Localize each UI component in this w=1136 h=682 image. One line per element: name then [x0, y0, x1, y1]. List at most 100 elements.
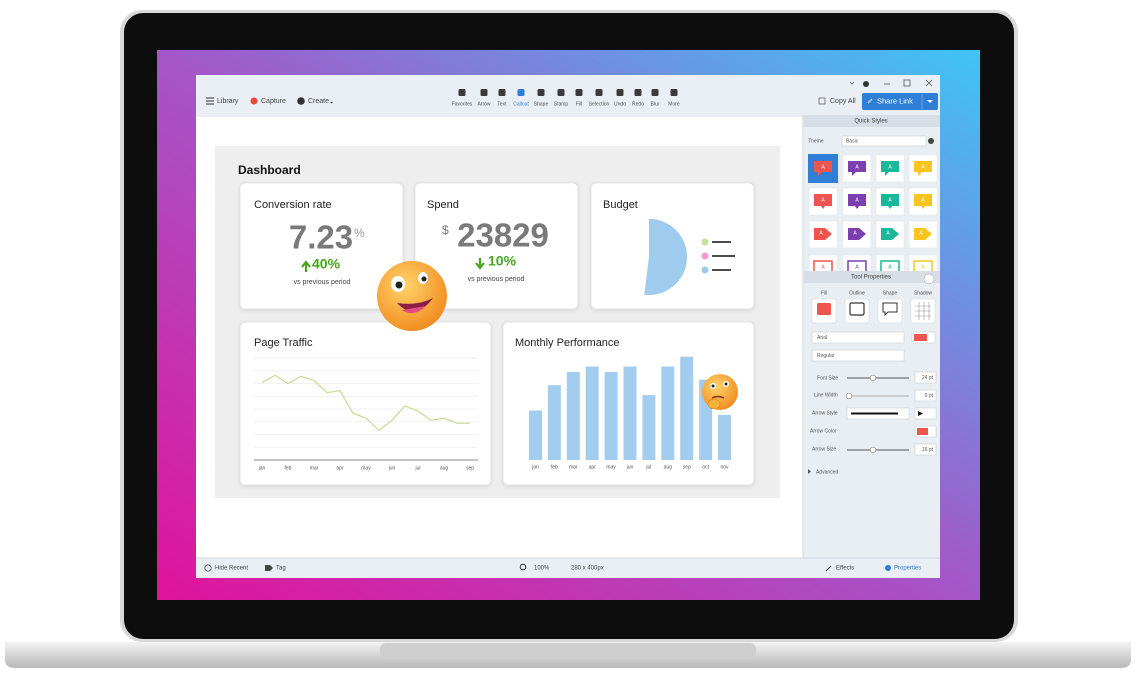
tool-icon[interactable]: [595, 89, 603, 96]
prop-label: Arrow Size: [812, 446, 836, 452]
style-shape: [914, 161, 932, 176]
tab-label[interactable]: Shape: [883, 290, 898, 296]
prop-value[interactable]: 0 pt: [925, 393, 934, 399]
tool-icon[interactable]: [634, 89, 642, 96]
tool-icon[interactable]: [458, 89, 466, 96]
tool-label[interactable]: Callout: [513, 101, 529, 107]
kpi-value: 23829: [457, 217, 549, 254]
tab-label[interactable]: Fill: [821, 290, 827, 296]
prop-label: Arrow Color: [810, 428, 837, 434]
library-icon: [206, 97, 214, 105]
zoom-select[interactable]: 100%: [534, 566, 550, 572]
style-letter: A: [921, 197, 925, 203]
effects-button[interactable]: Effects: [836, 566, 854, 572]
maximize[interactable]: [903, 79, 911, 87]
tag-icon: [265, 565, 273, 571]
arrow-head-select[interactable]: [914, 407, 937, 420]
share-link-label[interactable]: Share Link: [877, 96, 913, 105]
close[interactable]: [925, 79, 933, 87]
size-select[interactable]: 280 x 400px: [571, 566, 604, 572]
create-button[interactable]: Create: [308, 98, 329, 105]
card: [239, 182, 404, 310]
weight-value[interactable]: Regular: [817, 353, 835, 359]
tool-label[interactable]: More: [668, 101, 680, 107]
bar: [566, 372, 580, 460]
share-button[interactable]: [862, 93, 938, 110]
value-box[interactable]: [914, 443, 937, 456]
tool-icon[interactable]: [557, 89, 565, 96]
capture-button[interactable]: Capture: [261, 98, 286, 105]
style-tile[interactable]: [875, 154, 905, 183]
slider-thumb[interactable]: [845, 392, 853, 400]
slider-thumb[interactable]: [869, 374, 877, 382]
tool-label[interactable]: Favorites: [452, 101, 473, 107]
slider-thumb[interactable]: [869, 446, 877, 454]
x-tick-label: oct: [702, 464, 709, 470]
style-shape: [848, 194, 866, 209]
tool-label[interactable]: Shape: [534, 101, 549, 107]
theme-select[interactable]: [841, 135, 927, 147]
tool-label[interactable]: Text: [497, 101, 507, 107]
value-box[interactable]: [914, 371, 937, 384]
prop-value[interactable]: 16 pt: [922, 447, 934, 453]
style-letter: A: [888, 197, 892, 203]
help-icon[interactable]: [923, 273, 935, 285]
font-select[interactable]: [811, 331, 905, 344]
tab-icon: [849, 302, 865, 316]
bar: [623, 366, 637, 460]
style-shape: [880, 260, 900, 271]
tool-label[interactable]: Fill: [576, 101, 582, 107]
advanced-toggle[interactable]: Advanced: [816, 469, 838, 475]
tool-icon[interactable]: [670, 89, 678, 96]
property-tabs: Fill Outline Shape Shadow: [811, 290, 936, 324]
tool-icon[interactable]: [616, 89, 624, 96]
tag-button[interactable]: Tag: [276, 566, 286, 572]
copy-all-button[interactable]: Copy All: [830, 98, 856, 105]
tool-icon[interactable]: [651, 89, 659, 96]
tab-icon: [882, 302, 898, 317]
tool-label[interactable]: Stamp: [554, 101, 569, 107]
tab-label[interactable]: Outline: [849, 290, 865, 296]
tool-icon[interactable]: [498, 89, 506, 96]
tab-label[interactable]: Shadow: [914, 290, 932, 296]
share-caret[interactable]: [927, 100, 933, 103]
menu-icon[interactable]: [849, 81, 855, 85]
prop-label: Font Size: [817, 375, 838, 381]
kpi-note: vs previous period: [468, 276, 525, 283]
weight-select[interactable]: [811, 349, 905, 362]
library-button[interactable]: Library: [217, 98, 239, 105]
style-tile[interactable]: [875, 187, 905, 216]
capture-icon: [250, 97, 258, 105]
bar: [661, 366, 675, 460]
up-arrow: [301, 260, 311, 272]
tool-label[interactable]: Redo: [632, 101, 644, 107]
tab-button[interactable]: [877, 298, 903, 324]
kpi-note: vs previous period: [294, 279, 351, 286]
kpi-change: 40%: [312, 256, 341, 272]
expand-icon[interactable]: [808, 469, 811, 474]
style-tile[interactable]: [875, 220, 905, 249]
tool-label[interactable]: Selection: [589, 101, 610, 107]
tool-icon[interactable]: [575, 89, 583, 96]
font-value[interactable]: Arial: [817, 335, 827, 341]
tool-label[interactable]: Arrow: [477, 101, 490, 107]
tool-label[interactable]: Blur: [651, 101, 660, 107]
status-bar: [196, 558, 940, 578]
tool-icon[interactable]: [537, 89, 545, 96]
style-letter: A: [821, 164, 825, 170]
zoom-icon: [519, 563, 527, 571]
card: [239, 321, 492, 486]
tool-label[interactable]: Undo: [614, 101, 626, 107]
tab-button[interactable]: [844, 298, 870, 324]
prop-value[interactable]: 24 pt: [922, 375, 934, 381]
info-icon[interactable]: [863, 81, 869, 87]
x-tick-label: jun: [388, 465, 396, 471]
hide-recent-button[interactable]: Hide Recent: [215, 566, 248, 572]
theme-value[interactable]: Basic: [846, 138, 859, 144]
value-box[interactable]: [914, 389, 937, 402]
theme-add[interactable]: [928, 138, 934, 144]
tool-icon[interactable]: [517, 89, 525, 96]
tool-icon[interactable]: [480, 89, 488, 96]
properties-button[interactable]: Properties: [894, 566, 921, 572]
